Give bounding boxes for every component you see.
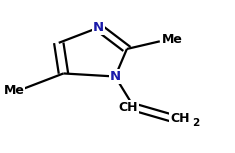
Text: 2: 2 [192,118,199,128]
Text: Me: Me [162,33,183,46]
Text: CH: CH [118,101,138,114]
Text: CH: CH [170,112,189,125]
Text: N: N [93,21,104,34]
Text: N: N [110,70,121,83]
Text: Me: Me [4,84,24,97]
